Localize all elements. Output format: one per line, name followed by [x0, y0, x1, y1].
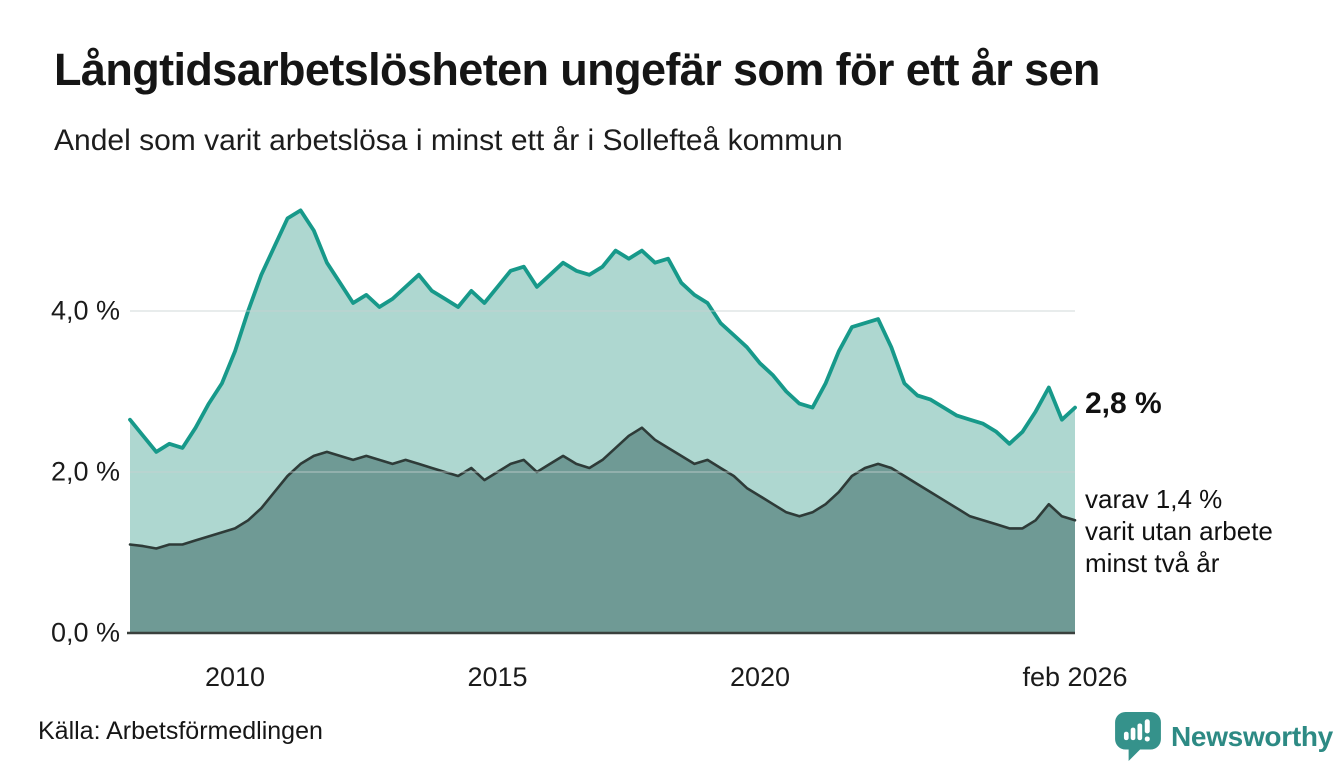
x-tick-label-2020: 2020	[680, 662, 840, 693]
latest-value-annotation: 2,8 %	[1085, 387, 1162, 421]
y-tick-label-2: 2,0 %	[25, 457, 120, 488]
y-tick-label-0: 0,0 %	[25, 618, 120, 649]
newsworthy-logo: Newsworthy	[1115, 712, 1333, 762]
x-tick-label-2010: 2010	[155, 662, 315, 693]
y-tick-label-4: 4,0 %	[25, 296, 120, 327]
source-text: Källa: Arbetsförmedlingen	[38, 717, 323, 746]
newsworthy-logo-text: Newsworthy	[1171, 721, 1333, 753]
x-tick-label-feb-2026: feb 2026	[995, 662, 1155, 693]
newsworthy-logo-icon	[1115, 712, 1161, 762]
secondary-annotation: varav 1,4 % varit utan arbete minst två …	[1085, 483, 1273, 579]
x-tick-label-2015: 2015	[418, 662, 578, 693]
